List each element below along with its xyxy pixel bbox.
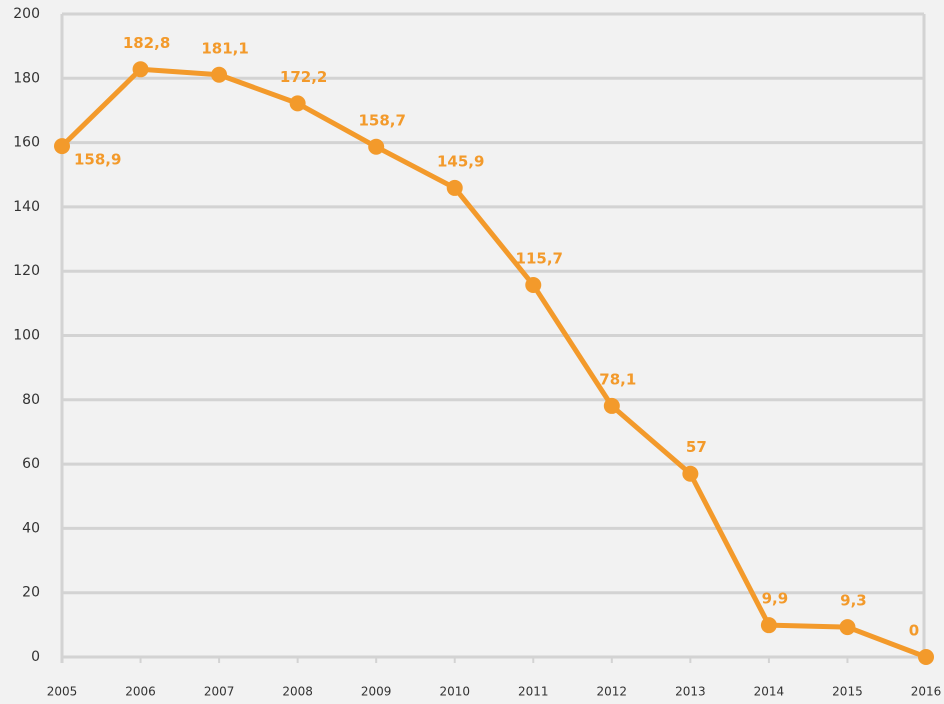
y-tick-label: 80 [22, 392, 40, 408]
data-label: 145,9 [437, 152, 484, 170]
data-point [289, 95, 306, 112]
x-tick-label: 2007 [204, 685, 235, 699]
data-line [60, 66, 927, 660]
data-label: 57 [686, 438, 707, 456]
y-tick-label: 100 [13, 328, 40, 344]
x-tick-label: 2012 [597, 685, 628, 699]
data-point [446, 179, 463, 196]
data-point [760, 617, 777, 634]
data-point [54, 138, 70, 155]
y-tick-label: 40 [22, 520, 40, 536]
y-tick-label: 180 [13, 70, 40, 86]
y-tick-label: 160 [13, 135, 40, 151]
data-label: 9,3 [840, 592, 867, 610]
data-point [368, 138, 385, 155]
x-tick-label: 2005 [47, 685, 78, 699]
data-label: 158,7 [358, 111, 405, 129]
y-tick-label: 60 [22, 456, 40, 472]
data-label: 158,9 [74, 151, 121, 169]
data-label: 172,2 [280, 68, 327, 86]
data-label: 115,7 [516, 250, 563, 268]
x-tick-label: 2008 [282, 685, 313, 699]
x-tick-label: 2014 [754, 685, 785, 699]
x-tick-label: 2010 [439, 685, 470, 699]
data-label: 181,1 [201, 39, 248, 57]
y-tick-label: 0 [31, 649, 40, 665]
y-tick-label: 140 [13, 199, 40, 215]
data-point [839, 619, 856, 636]
x-tick-label: 2015 [832, 685, 863, 699]
data-point [132, 61, 149, 78]
x-tick-label: 2006 [125, 685, 156, 699]
x-tick-label: 2011 [518, 685, 549, 699]
data-point [918, 649, 934, 665]
x-tick-label: 2009 [361, 685, 392, 699]
data-point [211, 66, 228, 83]
data-point [682, 465, 699, 482]
y-tick-label: 20 [22, 585, 40, 601]
data-label: 9,9 [762, 590, 789, 608]
y-tick-label: 120 [13, 263, 40, 279]
data-point [603, 397, 620, 414]
y-tick-label: 200 [13, 6, 40, 22]
data-label: 0 [909, 622, 919, 640]
data-label: 182,8 [123, 34, 170, 52]
x-tick-label: 2013 [675, 685, 706, 699]
x-tick-label: 2016 [911, 685, 942, 699]
data-point [525, 277, 542, 294]
data-label: 78,1 [599, 370, 636, 388]
